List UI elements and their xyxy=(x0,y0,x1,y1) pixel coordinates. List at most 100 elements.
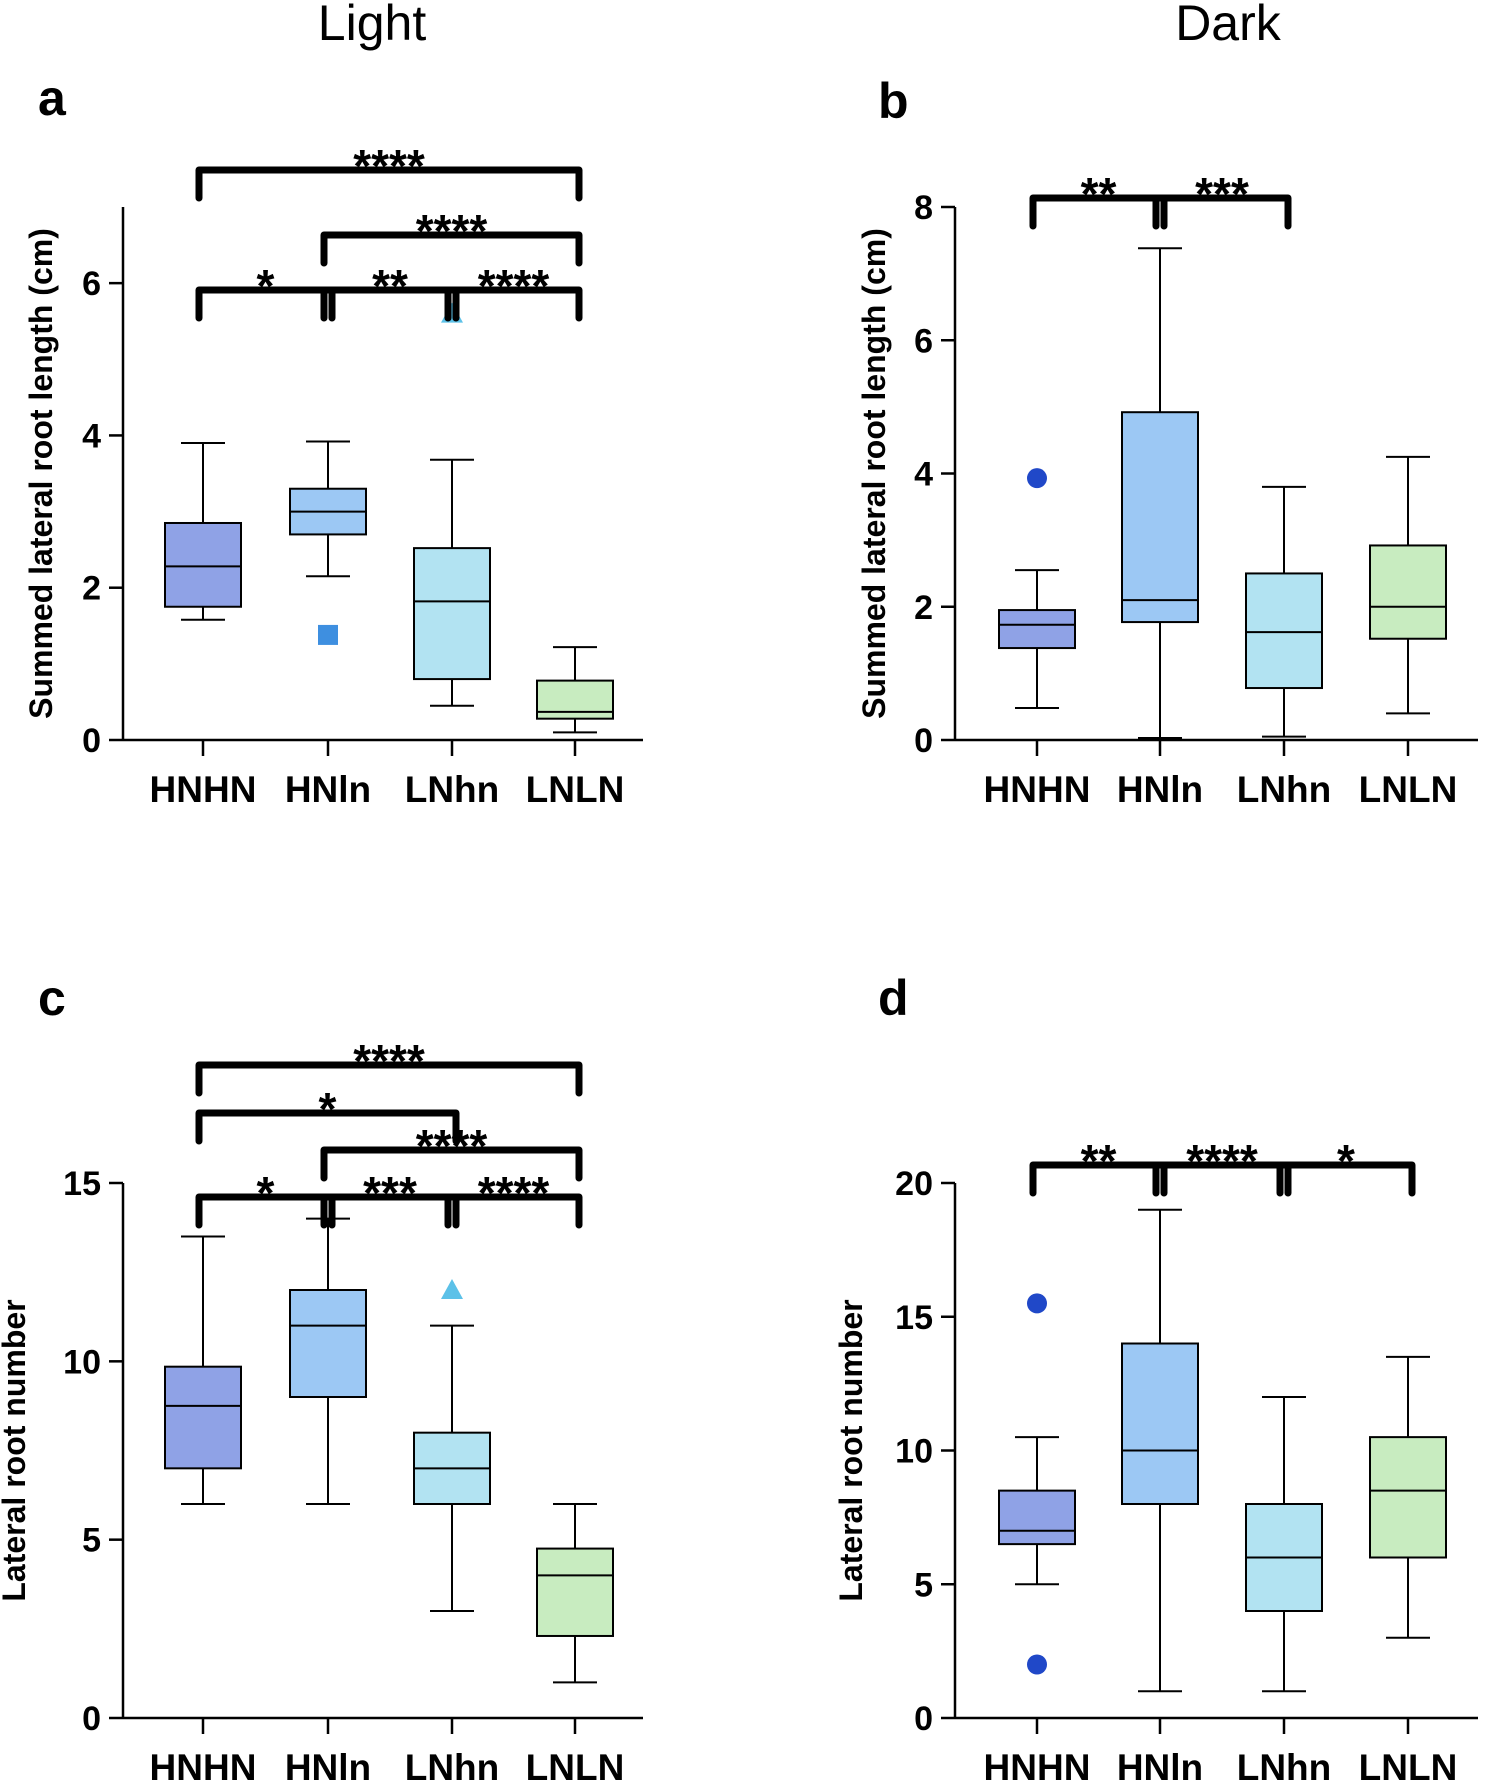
outlier-point xyxy=(441,1279,463,1299)
x-tick-label: HNHN xyxy=(150,769,257,810)
outlier-point xyxy=(441,302,463,323)
significance-bracket xyxy=(1152,1161,1292,1197)
panel-letter: c xyxy=(38,970,66,1026)
significance-bracket xyxy=(1029,194,1168,230)
significance-bracket xyxy=(195,1061,583,1097)
panel-letter: b xyxy=(878,73,909,129)
significance-bracket xyxy=(1276,1161,1416,1197)
significance-bracket xyxy=(195,286,336,322)
panel-letter: a xyxy=(38,70,67,126)
box-HNHN xyxy=(164,1235,242,1505)
significance-label: **** xyxy=(416,1120,488,1172)
x-tick-label: LNLN xyxy=(526,769,625,810)
column-title-light: Light xyxy=(318,0,427,51)
box-HNln xyxy=(289,440,367,578)
panel-letter: d xyxy=(878,970,909,1026)
y-tick-label: 5 xyxy=(82,1522,101,1560)
box-LNLN xyxy=(1369,1355,1447,1639)
significance-label: *** xyxy=(363,1167,417,1219)
column-title-dark: Dark xyxy=(1175,0,1282,51)
y-tick-label: 2 xyxy=(82,570,101,608)
outlier-point xyxy=(1027,1293,1047,1314)
y-tick-label: 10 xyxy=(63,1343,101,1381)
significance-bracket xyxy=(195,1109,460,1145)
y-tick-label: 6 xyxy=(82,265,101,303)
outlier-point xyxy=(1027,1654,1047,1675)
box-iqr xyxy=(536,1547,614,1637)
significance-label: **** xyxy=(416,205,488,257)
box-LNhn xyxy=(1245,485,1323,738)
box-iqr xyxy=(164,521,242,608)
significance-label: ** xyxy=(372,260,408,312)
box-iqr xyxy=(1121,1342,1199,1505)
panel-a: a Summed lateral root length (cm) 0 2 4 6 HNHN… xyxy=(23,70,643,810)
box-iqr xyxy=(289,1289,367,1398)
box-HNHN xyxy=(998,1436,1076,1586)
y-tick-label: 20 xyxy=(895,1165,933,1203)
box-iqr xyxy=(998,1489,1076,1546)
significance-bracket xyxy=(320,286,460,322)
x-tick-label: LNhn xyxy=(405,1747,500,1782)
significance-bracket xyxy=(195,1193,336,1229)
box-HNHN xyxy=(998,569,1076,710)
significance-label: * xyxy=(1337,1135,1355,1187)
x-tick-label: HNln xyxy=(285,769,371,810)
box-HNln xyxy=(289,1217,367,1505)
y-tick-label: 15 xyxy=(895,1299,933,1337)
x-tick-label: LNhn xyxy=(405,769,500,810)
box-iqr xyxy=(998,609,1076,650)
significance-label: ** xyxy=(1081,168,1117,220)
y-axis-label: Lateral root number xyxy=(833,1299,869,1601)
x-tick-label: HNHN xyxy=(984,1747,1091,1782)
outlier-point xyxy=(1027,468,1047,489)
significance-bracket xyxy=(320,1193,460,1229)
x-tick-label: HNln xyxy=(1117,769,1203,810)
y-tick-label: 10 xyxy=(895,1433,933,1471)
box-iqr xyxy=(1369,1436,1447,1559)
y-tick-label: 0 xyxy=(914,722,933,760)
box-iqr xyxy=(536,679,614,720)
significance-label: **** xyxy=(478,260,550,312)
panel-c: c Lateral root number 0 5 10 15 HNHN HNln LNhn LN… xyxy=(0,970,643,1782)
significance-bracket xyxy=(320,231,583,267)
significance-label: **** xyxy=(478,1167,550,1219)
significance-bracket xyxy=(1152,194,1292,230)
box-LNhn xyxy=(413,1324,491,1612)
y-tick-label: 8 xyxy=(914,189,933,227)
x-tick-label: HNHN xyxy=(984,769,1091,810)
x-tick-label: HNln xyxy=(285,1747,371,1782)
y-tick-label: 4 xyxy=(82,417,101,455)
box-LNhn xyxy=(1245,1396,1323,1693)
significance-label: ** xyxy=(1081,1135,1117,1187)
y-tick-label: 2 xyxy=(914,589,933,627)
box-iqr xyxy=(1369,544,1447,640)
significance-label: **** xyxy=(1186,1135,1258,1187)
significance-label: **** xyxy=(353,140,425,192)
y-tick-label: 0 xyxy=(82,1700,101,1738)
x-tick-label: HNHN xyxy=(150,1747,257,1782)
panel-b: b Summed lateral root length (cm) 0 2 4 6 8 HNH… xyxy=(856,73,1478,810)
y-tick-label: 4 xyxy=(914,456,933,494)
y-axis-label: Summed lateral root length (cm) xyxy=(23,228,59,719)
y-tick-label: 0 xyxy=(914,1700,933,1738)
y-tick-label: 15 xyxy=(63,1165,101,1203)
y-tick-label: 5 xyxy=(914,1566,933,1604)
x-tick-label: LNLN xyxy=(1359,1747,1458,1782)
x-tick-label: LNLN xyxy=(526,1747,625,1782)
significance-label: **** xyxy=(353,1035,425,1087)
x-tick-label: LNhn xyxy=(1237,769,1332,810)
significance-label: * xyxy=(257,1167,275,1219)
y-tick-label: 6 xyxy=(914,322,933,360)
y-axis-label: Lateral root number xyxy=(0,1299,32,1601)
x-tick-label: HNln xyxy=(1117,1747,1203,1782)
significance-bracket xyxy=(195,166,583,202)
box-HNln xyxy=(1121,247,1199,740)
box-iqr xyxy=(413,547,491,681)
box-LNhn xyxy=(413,458,491,707)
box-HNHN xyxy=(164,442,242,621)
box-HNln xyxy=(1121,1208,1199,1693)
y-tick-label: 0 xyxy=(82,722,101,760)
box-LNLN xyxy=(536,1503,614,1684)
significance-label: * xyxy=(319,1083,337,1135)
